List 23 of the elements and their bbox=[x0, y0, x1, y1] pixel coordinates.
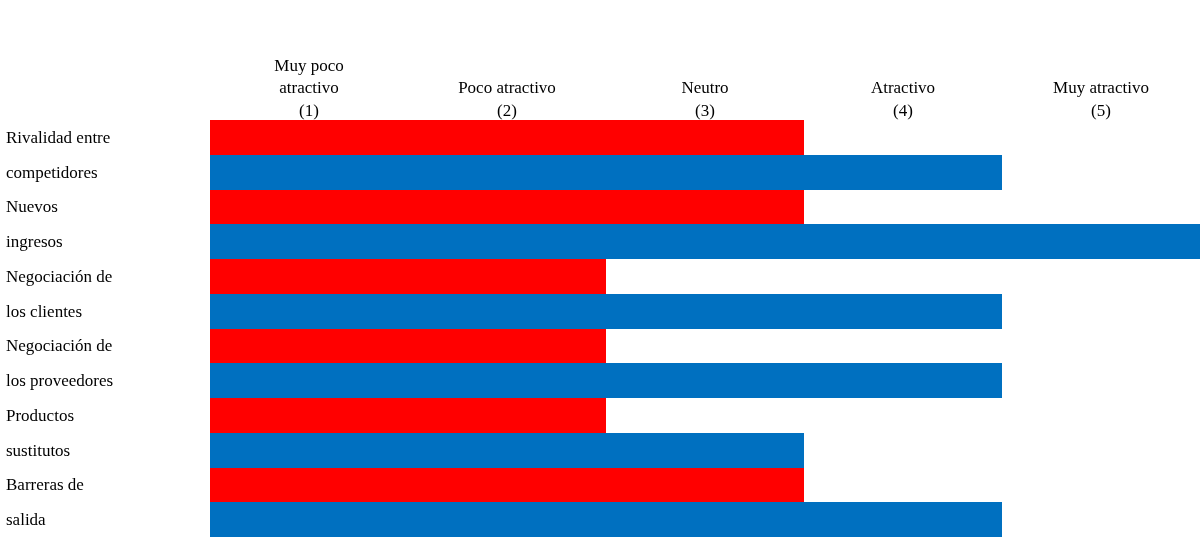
bar bbox=[210, 293, 1002, 329]
x-tick-label: Muy atractivo (5) bbox=[1053, 78, 1149, 120]
bar bbox=[210, 363, 1002, 398]
x-tick-label: Neutro (3) bbox=[681, 78, 729, 120]
y-tick-label: Nuevos ingresos bbox=[6, 197, 63, 251]
y-tick-label: Productos sustitutos bbox=[6, 406, 74, 460]
x-tick-label: Muy poco atractivo (1) bbox=[274, 56, 344, 120]
bar bbox=[210, 398, 606, 433]
bar bbox=[210, 467, 804, 503]
y-tick-label: Rivalidad entre competidores bbox=[6, 128, 111, 182]
x-tick-label: Poco atractivo (2) bbox=[458, 78, 556, 120]
bar bbox=[210, 432, 804, 468]
bar bbox=[210, 154, 1002, 190]
bar bbox=[210, 189, 804, 225]
bar bbox=[210, 502, 1002, 537]
bar bbox=[210, 328, 606, 364]
y-tick-label: Negociación de los clientes bbox=[6, 267, 113, 321]
y-tick-label: Barreras de salida bbox=[6, 475, 84, 529]
bar bbox=[210, 120, 804, 155]
bar bbox=[210, 259, 606, 294]
y-tick-label: Negociación de los proveedores bbox=[6, 336, 114, 390]
bar bbox=[210, 224, 1200, 259]
x-tick-label: Atractivo (4) bbox=[870, 78, 936, 120]
